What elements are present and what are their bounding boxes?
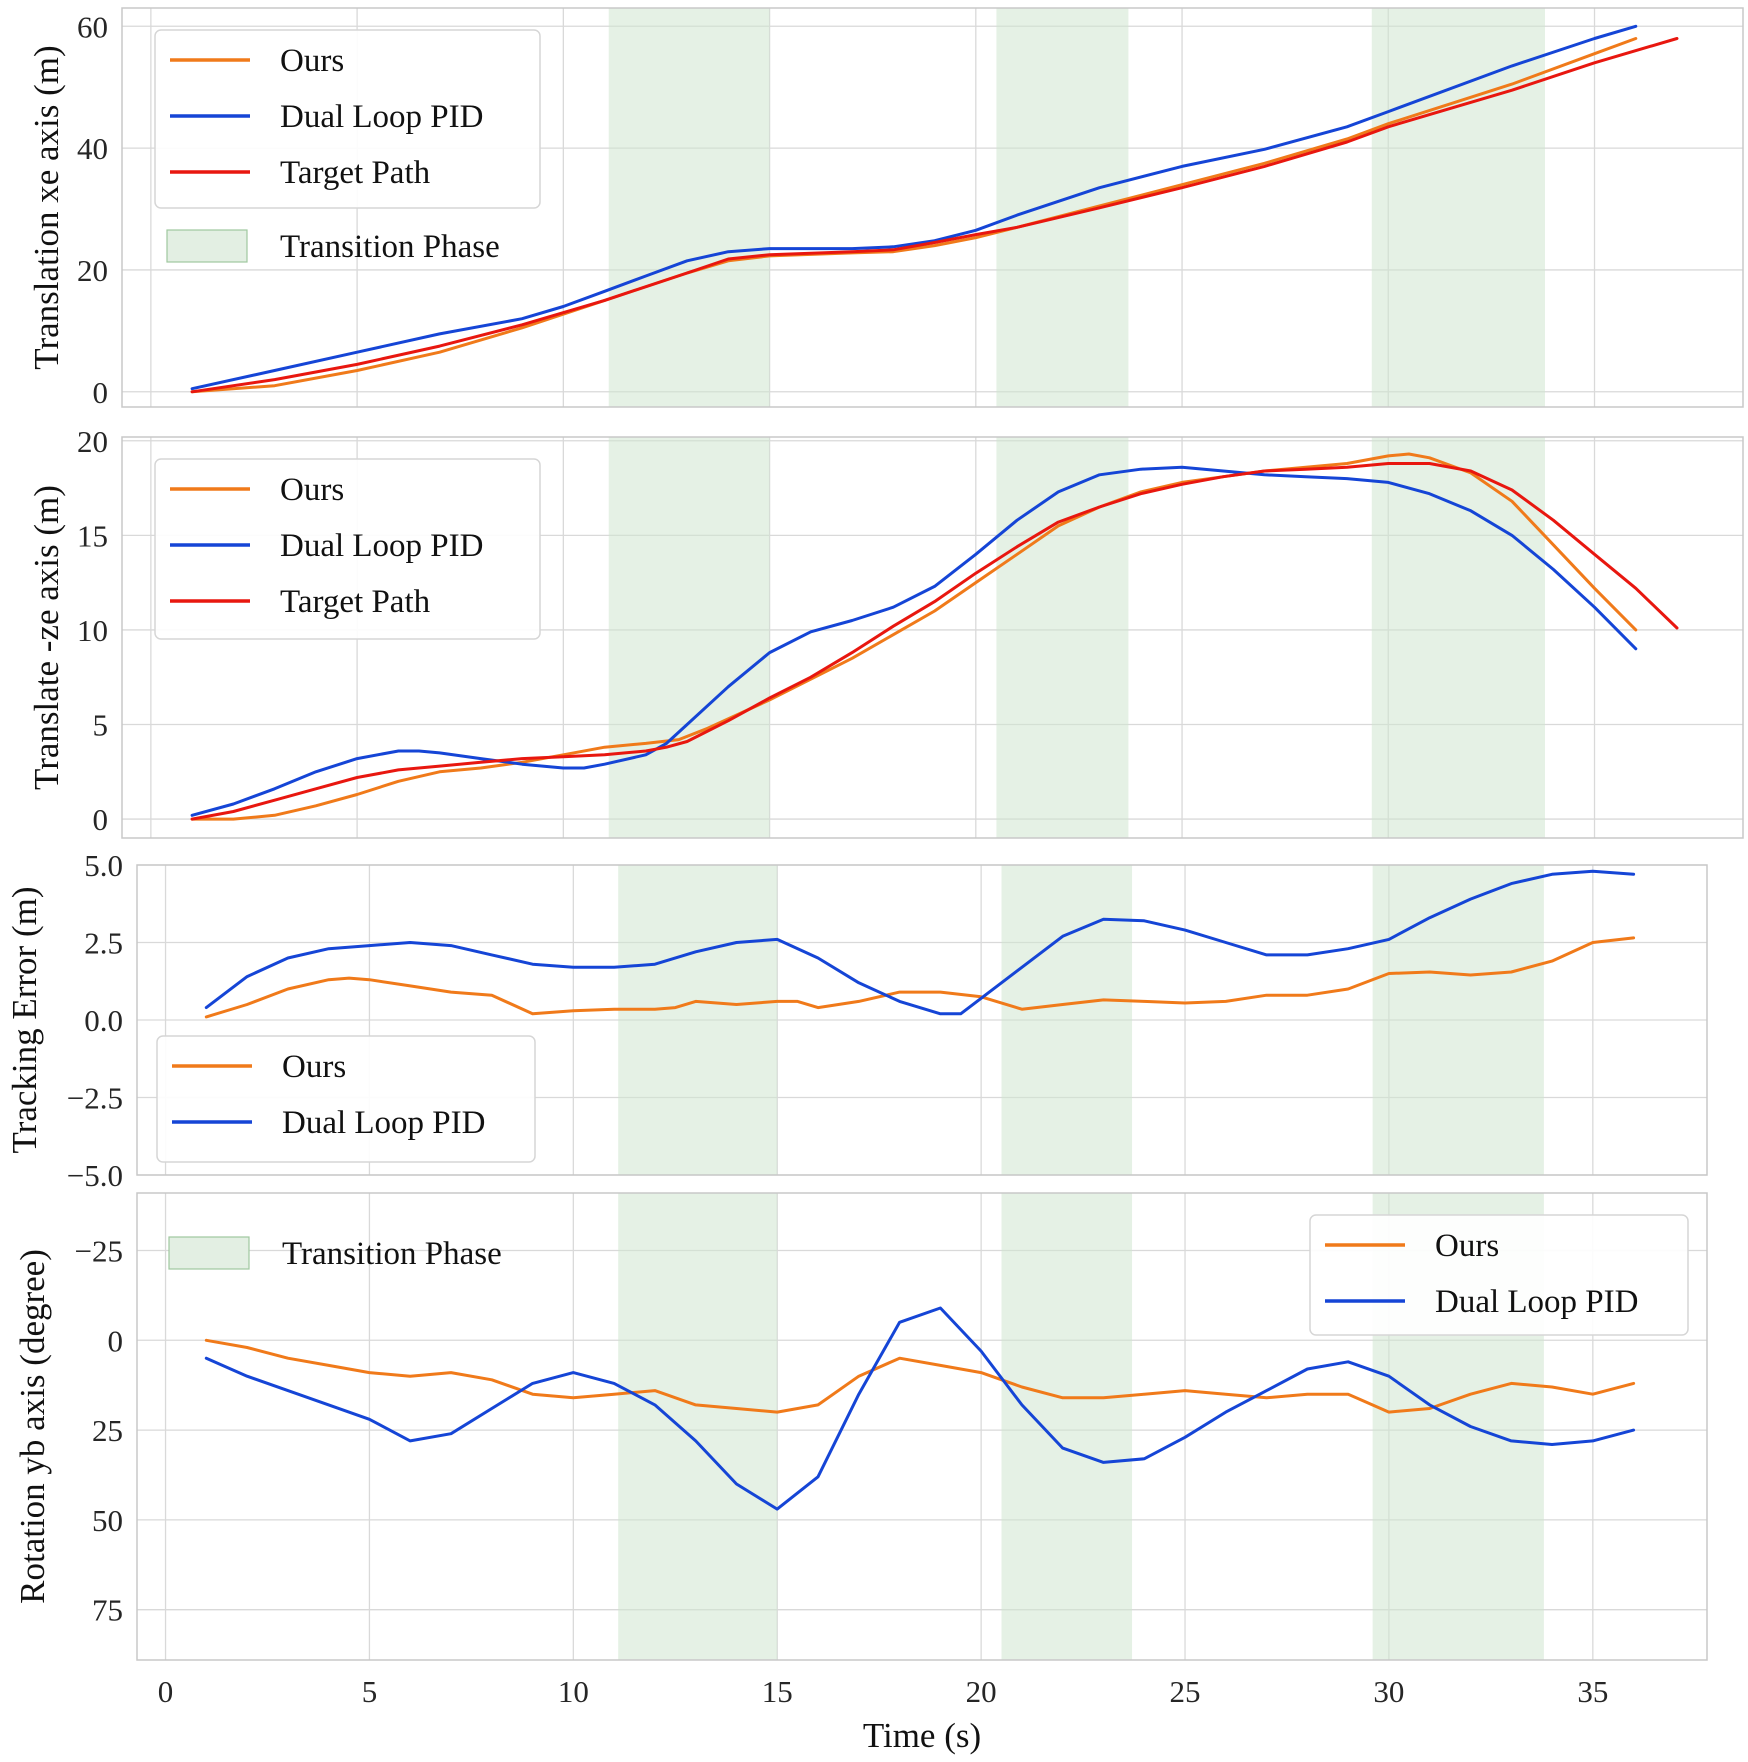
- transition-phase-band: [996, 8, 1129, 407]
- y-tick-label: 15: [77, 518, 108, 553]
- series-line-ours: [204, 1338, 1636, 1414]
- plot-frame: [136, 1192, 1708, 1661]
- y-tick-label: 5.0: [84, 848, 123, 883]
- series-line-ours: [204, 936, 1636, 1019]
- legend-label: Transition Phase: [280, 229, 500, 265]
- x-tick-label: 25: [1170, 1674, 1201, 1709]
- panel-3: 5.0 2.5 0.0 −2.5 −5.0 Tracking Error (m) Ours D…: [5, 848, 1708, 1193]
- y-tick-label: 20: [77, 424, 108, 459]
- legend-label: Ours: [280, 43, 344, 79]
- x-tick-label: 30: [1373, 1674, 1404, 1709]
- y-tick-label: 40: [77, 131, 108, 166]
- y-tick-label: 0: [93, 375, 109, 410]
- transition-phase-band: [1371, 8, 1546, 407]
- series-line-ours: [190, 452, 1638, 821]
- y-tick-label: 0: [93, 802, 109, 837]
- panel-2: 0 5 10 15 20 Translate -ze axis (m) Ours Dual L…: [27, 424, 1744, 839]
- series-line-dual-loop-pid: [190, 24, 1638, 391]
- y-tick-label: 25: [92, 1413, 123, 1448]
- y-axis-label: Translate -ze axis (m): [27, 485, 66, 790]
- x-tick-label: 15: [762, 1674, 793, 1709]
- y-tick-label: −25: [75, 1233, 123, 1268]
- transition-phase-band: [608, 8, 770, 407]
- legend-box: [154, 458, 541, 640]
- series-line-target-path: [190, 37, 1679, 394]
- plot-frame: [136, 864, 1708, 1176]
- x-tick-label: 20: [966, 1674, 997, 1709]
- legend-swatch-transition-phase: [168, 1236, 250, 1270]
- transition-phase-band: [1001, 1193, 1133, 1660]
- legend-label: Ours: [282, 1049, 346, 1085]
- transition-phase-band: [618, 865, 778, 1175]
- legend: Ours Dual Loop PID: [1309, 1214, 1689, 1336]
- legend: Ours Dual Loop PID Target Path: [154, 29, 541, 209]
- y-tick-label: 0: [108, 1323, 124, 1358]
- transition-phase-band: [608, 437, 770, 838]
- y-tick-label: 50: [92, 1503, 123, 1538]
- transition-phase-band: [1372, 865, 1544, 1175]
- x-tick-label: 0: [158, 1674, 174, 1709]
- y-axis-label: Tracking Error (m): [5, 887, 44, 1154]
- y-tick-label: −2.5: [67, 1081, 123, 1116]
- legend-label: Dual Loop PID: [1435, 1284, 1638, 1320]
- y-tick-label: 5: [93, 708, 109, 743]
- y-tick-label: 0.0: [84, 1003, 123, 1038]
- y-tick-label: 75: [92, 1593, 123, 1628]
- x-axis-label: Time (s): [863, 1716, 981, 1755]
- legend: Ours Dual Loop PID: [156, 1035, 536, 1163]
- y-tick-label: 2.5: [84, 926, 123, 961]
- x-tick-label: 5: [362, 1674, 378, 1709]
- x-tick-label: 10: [558, 1674, 589, 1709]
- legend-label: Dual Loop PID: [282, 1105, 485, 1141]
- y-tick-label: 10: [77, 613, 108, 648]
- y-axis-label: Rotation yb axis (degree): [13, 1249, 52, 1604]
- series-line-ours: [190, 37, 1638, 394]
- y-axis-label: Translation xe axis (m): [27, 45, 66, 369]
- y-tick-label: −5.0: [67, 1158, 123, 1193]
- y-tick-label: 60: [77, 9, 108, 44]
- transition-phase-band: [996, 437, 1129, 838]
- panel-4: −25 0 25 50 75 Rotation yb axis (degree) 0 5 10 1…: [13, 1192, 1708, 1755]
- series-line-dual-loop-pid: [204, 1306, 1636, 1511]
- plot-frame: [121, 7, 1744, 408]
- x-tick-label: 35: [1577, 1674, 1608, 1709]
- legend-label: Dual Loop PID: [280, 99, 483, 135]
- series-line-dual-loop-pid: [204, 869, 1636, 1016]
- legend-label: Target Path: [280, 155, 431, 191]
- legend-label: Ours: [280, 472, 344, 508]
- series-line-target-path: [190, 462, 1679, 821]
- legend-box: [154, 29, 541, 209]
- transition-phase-band: [618, 1193, 778, 1660]
- plot-frame: [121, 436, 1744, 839]
- legend: Ours Dual Loop PID Target Path: [154, 458, 541, 640]
- legend-label: Dual Loop PID: [280, 528, 483, 564]
- transition-phase-band: [1001, 865, 1133, 1175]
- transition-phase-band: [1371, 437, 1546, 838]
- legend-label: Target Path: [280, 584, 431, 620]
- y-tick-label: 20: [77, 253, 108, 288]
- legend-label: Ours: [1435, 1228, 1499, 1264]
- series-line-dual-loop-pid: [190, 465, 1638, 817]
- legend-label: Transition Phase: [282, 1236, 502, 1272]
- legend-swatch-transition-phase: [166, 229, 248, 263]
- panel-1: 0 20 40 60 Translation xe axis (m) Ours Dual L…: [27, 7, 1744, 410]
